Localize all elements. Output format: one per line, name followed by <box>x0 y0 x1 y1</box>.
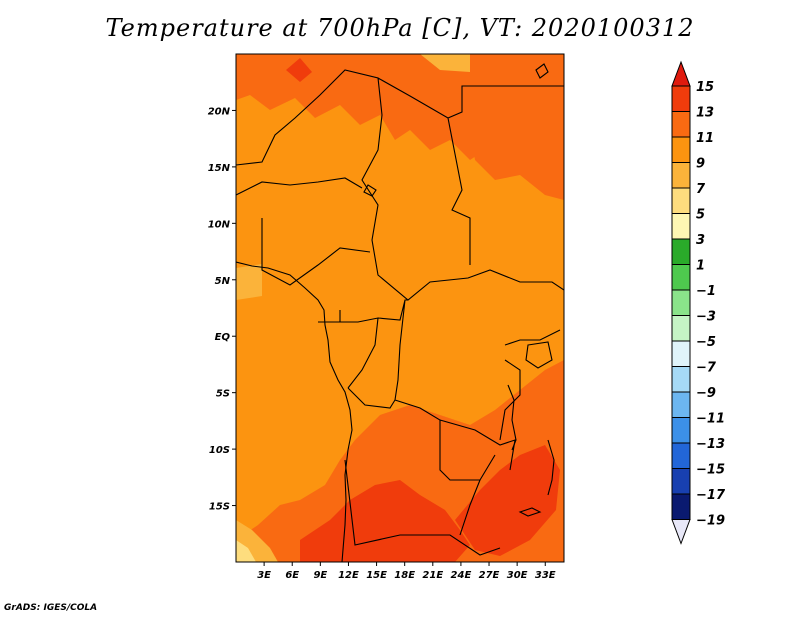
lat-tick-label: 15N <box>208 163 231 174</box>
longitude-axis: 3E 6E 9E 12E 15E 18E 21E 24E 27E 30E 33E <box>257 562 556 581</box>
colorbar-label: −13 <box>696 437 725 452</box>
field-13c-north <box>286 58 312 82</box>
colorbar-label: −17 <box>696 488 726 503</box>
lon-tick-label: 15E <box>366 570 387 581</box>
colorbar-swatch <box>671 315 691 342</box>
colorbar-swatch <box>671 391 691 418</box>
lat-tick-label: EQ <box>215 332 231 343</box>
lat-tick-label: 5S <box>216 389 230 400</box>
lon-tick-label: 21E <box>422 570 443 581</box>
colorbar-label: −5 <box>696 335 716 350</box>
field-5c-southwest-corner <box>236 540 256 562</box>
colorbar-label: −1 <box>696 284 716 299</box>
lat-tick-label: 5N <box>215 276 231 287</box>
lat-tick-label: 10S <box>209 445 230 456</box>
colorbar-swatch <box>671 366 691 393</box>
colorbar-label: 5 <box>696 208 705 223</box>
lon-tick-label: 33E <box>535 570 556 581</box>
lon-tick-label: 18E <box>394 570 415 581</box>
colorbar-triangle-top <box>671 60 691 87</box>
colorbar-swatch <box>671 289 691 316</box>
colorbar-label: 11 <box>696 131 714 146</box>
colorbar-swatch <box>671 111 691 138</box>
field-13c-southwest <box>300 480 470 562</box>
colorbar-label: −9 <box>696 386 716 401</box>
temperature-field <box>236 54 564 562</box>
colorbar-label: 15 <box>696 80 714 95</box>
colorbar-swatch <box>671 136 691 163</box>
colorbar-swatch <box>671 238 691 265</box>
lon-tick-label: 27E <box>479 570 500 581</box>
colorbar-label: 1 <box>696 259 705 274</box>
colorbar: 15 13 11 9 7 5 3 1 −1 −3 −5 −7 −9 −11 −13 −15 −17 −19 <box>671 60 726 545</box>
coastline-west <box>236 261 353 562</box>
lat-tick-label: 15S <box>209 502 230 513</box>
lake-kariba <box>518 507 542 517</box>
colorbar-swatch <box>671 468 691 495</box>
country-borders <box>236 63 564 562</box>
colorbar-swatch <box>671 85 691 112</box>
map-frame <box>235 53 565 563</box>
field-7c-northeast <box>420 54 470 72</box>
lon-tick-label: 6E <box>285 570 299 581</box>
colorbar-label: −15 <box>696 463 725 478</box>
lake-chad <box>363 184 377 197</box>
colorbar-label: 3 <box>696 233 705 248</box>
colorbar-swatch <box>671 264 691 291</box>
field-7c-west <box>236 264 262 300</box>
colorbar-triangle-bottom <box>671 519 691 545</box>
lon-tick-label: 12E <box>338 570 359 581</box>
field-11c-east <box>470 80 564 200</box>
colorbar-label: −3 <box>696 310 716 325</box>
lon-tick-label: 24E <box>451 570 472 581</box>
colorbar-swatch <box>671 340 691 367</box>
lake-tanganyika <box>507 384 517 451</box>
colorbar-label: −19 <box>696 514 725 529</box>
colorbar-label: −11 <box>696 412 725 427</box>
chart-title: Temperature at 700hPa [C], VT: 202010031… <box>105 14 695 42</box>
credit-text: GrADS: IGES/COLA <box>4 603 98 613</box>
colorbar-swatch <box>671 493 691 520</box>
colorbar-label: −7 <box>696 361 717 376</box>
colorbar-swatch <box>671 442 691 469</box>
lat-tick-label: 10N <box>208 219 231 230</box>
lon-tick-label: 3E <box>257 570 271 581</box>
latitude-axis: 20N 15N 10N 5N EQ 5S 10S 15S <box>208 106 236 513</box>
lake-nasser <box>535 63 549 79</box>
colorbar-label: 9 <box>696 157 705 172</box>
field-13c-southeast <box>455 445 560 556</box>
colorbar-swatch <box>671 162 691 189</box>
colorbar-swatch <box>671 187 691 214</box>
colorbar-swatch <box>671 417 691 444</box>
lon-tick-label: 30E <box>507 570 528 581</box>
colorbar-label: 13 <box>696 106 714 121</box>
lon-tick-label: 9E <box>313 570 327 581</box>
border-lines <box>236 69 564 556</box>
lat-tick-label: 20N <box>208 106 231 117</box>
colorbar-label: 7 <box>696 182 706 197</box>
lake-victoria <box>525 341 553 369</box>
lake-malawi <box>547 439 555 496</box>
colorbar-swatch <box>671 213 691 240</box>
